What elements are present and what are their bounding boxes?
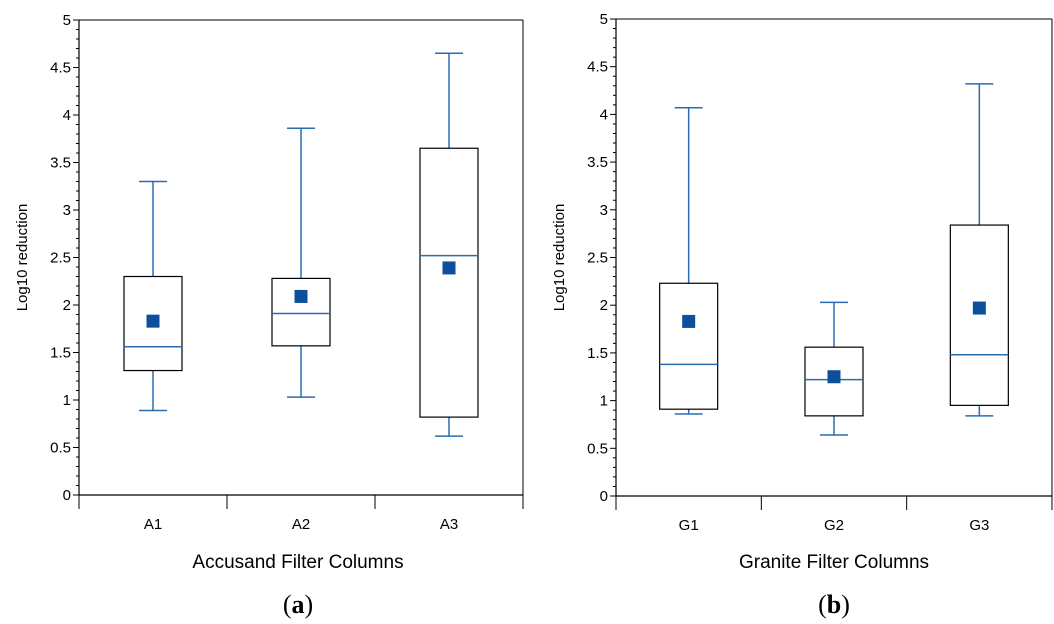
iqr-box (659, 282, 719, 410)
y-tick-label: 3.5 (587, 154, 608, 171)
x-tick-label: A3 (440, 516, 458, 533)
panel-b: 0 0.5 1 1.5 2 2.5 3 3.5 4 4.5 5 G1 G2 G3 Log10 reducti… (551, 11, 1053, 619)
iqr-box (419, 147, 479, 418)
mean-marker (146, 314, 160, 328)
box-g1 (659, 106, 719, 415)
y-axis-title: Log10 reduction (14, 204, 31, 312)
panel-label: (a) (283, 590, 313, 619)
y-tick-label: 5 (600, 11, 608, 28)
box-a2 (271, 127, 331, 398)
y-tick-label: 0 (63, 487, 71, 504)
x-tick-label: G1 (679, 517, 699, 534)
y-tick-label: 3 (600, 202, 608, 219)
y-tick-label: 2 (63, 297, 71, 314)
mean-marker (827, 370, 841, 384)
mean-marker (442, 261, 456, 275)
x-axis-title: Granite Filter Columns (739, 552, 929, 573)
y-tick-label: 0.5 (587, 440, 608, 457)
panel-a: 0 0.5 1 1.5 2 2.5 3 3.5 4 4.5 5 A1 A2 A3 Log10 reducti… (14, 12, 524, 619)
mean-marker (972, 301, 986, 315)
x-tick-label: G3 (969, 517, 989, 534)
y-tick-label: 2.5 (50, 250, 71, 267)
x-axis-title: Accusand Filter Columns (192, 552, 403, 573)
x-tick-label: G2 (824, 517, 844, 534)
y-tick-label: 1 (600, 393, 608, 410)
y-tick-label: 1.5 (50, 345, 71, 362)
y-tick-label: 0 (600, 488, 608, 505)
x-tick-label: A2 (292, 516, 310, 533)
y-tick-label: 4.5 (587, 59, 608, 76)
mean-marker (294, 289, 308, 303)
y-tick-label: 2.5 (587, 250, 608, 267)
y-tick-label: 3.5 (50, 155, 71, 172)
iqr-box (949, 224, 1009, 406)
panel-label: (b) (818, 590, 850, 619)
y-tick-label: 1.5 (587, 345, 608, 362)
y-tick-label: 4.5 (50, 60, 71, 77)
y-tick-label: 0.5 (50, 440, 71, 457)
y-tick-label: 5 (63, 12, 71, 29)
box-a3 (419, 52, 479, 437)
y-tick-label: 4 (63, 107, 71, 124)
y-tick-label: 1 (63, 392, 71, 409)
y-axis-title: Log10 reduction (551, 204, 568, 312)
box-g3 (949, 83, 1009, 417)
iqr-box (271, 277, 331, 347)
y-tick-label: 2 (600, 297, 608, 314)
y-tick-label: 4 (600, 106, 608, 123)
x-tick-label: A1 (144, 516, 162, 533)
box-a1 (123, 180, 183, 412)
box-g2 (804, 301, 864, 436)
y-tick-label: 3 (63, 202, 71, 219)
mean-marker (682, 314, 696, 328)
